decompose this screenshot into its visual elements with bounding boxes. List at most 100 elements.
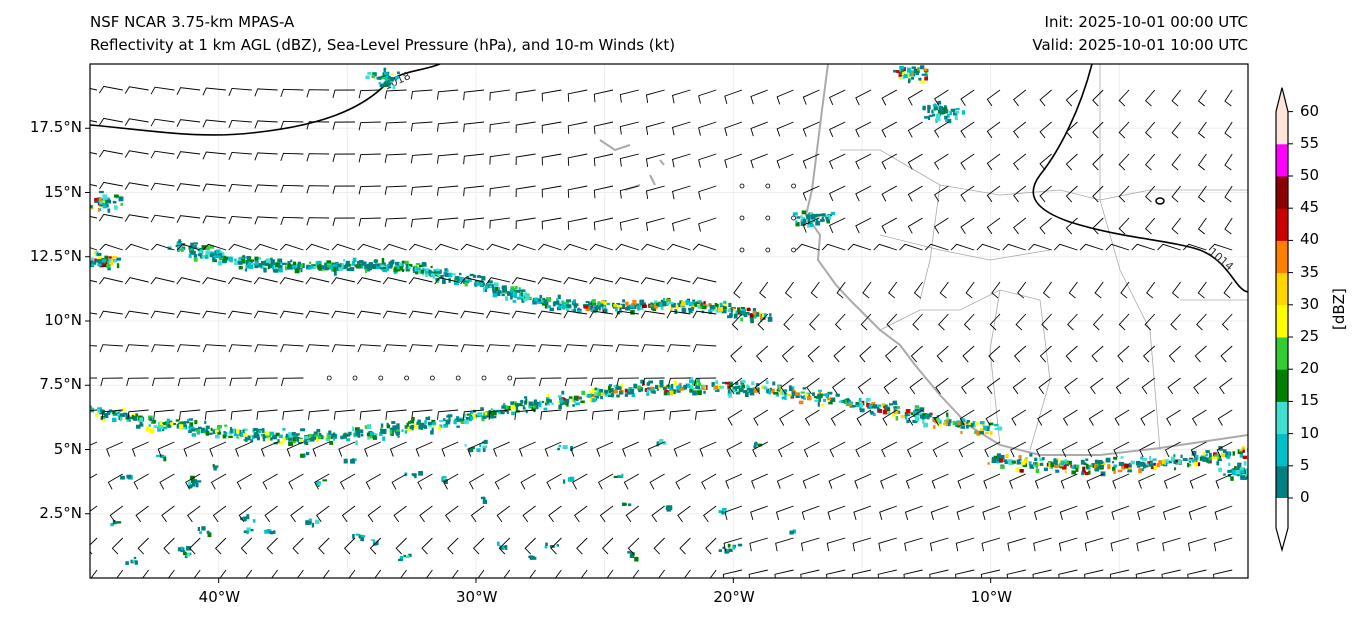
wind-barb <box>167 569 175 578</box>
reflectivity-cell <box>244 436 248 442</box>
reflectivity-cell <box>100 409 104 413</box>
reflectivity-cell <box>131 414 135 420</box>
wind-barb <box>1197 153 1207 171</box>
reflectivity-cell <box>114 411 118 414</box>
reflectivity-cell <box>116 521 122 524</box>
reflectivity-cell <box>524 294 530 298</box>
reflectivity-cell <box>212 257 216 263</box>
reflectivity-cell <box>1029 464 1035 469</box>
reflectivity-cell <box>418 264 424 268</box>
wind-barb <box>185 473 201 490</box>
reflectivity-cell <box>432 275 435 279</box>
reflectivity-cell <box>695 385 701 389</box>
wind-barb <box>881 89 898 106</box>
wind-barb <box>976 243 1001 251</box>
reflectivity-cell <box>267 264 270 270</box>
reflectivity-cell <box>914 405 920 408</box>
wind-barb <box>281 377 304 387</box>
wind-barb <box>801 505 820 521</box>
reflectivity-cell <box>273 269 279 273</box>
reflectivity-cell <box>557 395 562 398</box>
reflectivity-cell <box>1018 455 1022 459</box>
reflectivity-cell <box>702 305 707 310</box>
reflectivity-cell <box>275 432 280 437</box>
reflectivity-cell <box>688 307 693 311</box>
reflectivity-cell <box>590 308 593 313</box>
reflectivity-cell <box>98 259 103 263</box>
reflectivity-cell <box>972 420 976 424</box>
reflectivity-cell <box>692 299 696 302</box>
lat-tick-label: 7.5°N <box>39 375 82 394</box>
reflectivity-cell <box>444 272 449 277</box>
reflectivity-cell <box>290 259 293 263</box>
wind-barb <box>1118 313 1130 331</box>
wind-barb <box>1112 473 1130 489</box>
reflectivity-cell <box>419 423 424 426</box>
reflectivity-cell <box>988 422 994 426</box>
reflectivity-cell <box>1071 465 1075 469</box>
reflectivity-cell <box>95 259 101 263</box>
reflectivity-cell <box>743 313 746 317</box>
reflectivity-cell <box>120 202 123 206</box>
wind-barb <box>596 441 614 457</box>
reflectivity-cell <box>1105 458 1110 463</box>
reflectivity-cell <box>946 417 949 420</box>
reflectivity-cell <box>238 429 242 433</box>
reflectivity-cell <box>543 407 548 411</box>
wind-barb <box>675 473 691 490</box>
reflectivity-cell <box>492 290 497 294</box>
wind-barb <box>669 409 691 420</box>
reflectivity-cell <box>401 260 405 264</box>
reflectivity-cell <box>719 302 723 306</box>
reflectivity-cell <box>394 270 398 274</box>
wind-barb <box>260 441 278 457</box>
wind-barb <box>124 214 149 222</box>
wind-barb <box>306 185 330 194</box>
reflectivity-cell <box>103 413 109 418</box>
reflectivity-cell <box>859 405 862 411</box>
reflectivity-cell <box>528 401 533 406</box>
reflectivity-cell <box>186 418 190 423</box>
reflectivity-cell <box>602 300 606 305</box>
wind-barb <box>1033 505 1052 521</box>
reflectivity-cell <box>505 405 509 410</box>
reflectivity-cell <box>933 106 939 111</box>
reflectivity-cell <box>695 301 700 305</box>
reflectivity-cell <box>1239 449 1244 452</box>
reflectivity-cell <box>1149 460 1153 464</box>
reflectivity-cell <box>350 459 356 464</box>
reflectivity-cell <box>1195 454 1199 459</box>
reflectivity-cell <box>91 263 95 267</box>
reflectivity-cell <box>184 424 187 430</box>
reflectivity-cell <box>511 411 515 416</box>
reflectivity-cell <box>321 435 324 440</box>
reflectivity-cell <box>457 418 463 422</box>
wind-barb <box>878 537 897 552</box>
reflectivity-cell <box>617 386 622 390</box>
reflectivity-cell <box>534 402 540 405</box>
reflectivity-cell <box>667 385 671 389</box>
reflectivity-cell <box>937 418 941 423</box>
wind-barb <box>1042 281 1052 299</box>
wind-barb <box>572 473 588 490</box>
wind-barb <box>176 119 201 127</box>
colorbar-tick-label: 50 <box>1300 166 1320 184</box>
reflectivity-cell <box>765 380 769 384</box>
reflectivity-cell <box>835 393 840 397</box>
wind-barb <box>306 121 330 130</box>
reflectivity-cell <box>815 221 821 226</box>
reflectivity-cell <box>1128 462 1132 468</box>
reflectivity-cell <box>631 393 635 398</box>
wind-barb <box>306 153 330 162</box>
wind-barb <box>176 277 201 285</box>
reflectivity-cell <box>300 267 303 273</box>
reflectivity-cell <box>188 430 192 433</box>
reflectivity-cell <box>111 417 117 423</box>
wind-barb <box>1171 185 1181 203</box>
wind-barb <box>873 243 897 251</box>
reflectivity-cell <box>935 113 941 119</box>
reflectivity-cell <box>946 118 952 124</box>
reflectivity-cell <box>677 303 682 308</box>
reflectivity-cell <box>838 400 842 403</box>
reflectivity-cell <box>276 268 279 272</box>
